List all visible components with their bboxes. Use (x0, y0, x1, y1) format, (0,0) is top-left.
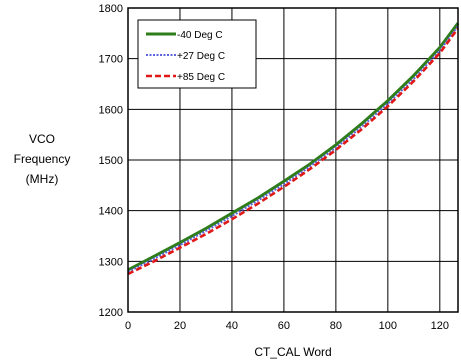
y-axis-label-line1: VCO (29, 132, 55, 146)
series-line (127, 27, 460, 276)
x-tick-label: 60 (278, 320, 290, 332)
legend-label: -40 Deg C (177, 30, 223, 41)
y-tick-label: 1200 (99, 307, 123, 319)
x-tick-label: 20 (174, 320, 186, 332)
y-tick-label: 1700 (99, 54, 123, 66)
y-axis-label-line3: (MHz) (26, 172, 59, 186)
x-tick-label: 0 (125, 320, 131, 332)
x-tick-label: 80 (330, 320, 342, 332)
x-tick-label: 40 (226, 320, 238, 332)
y-tick-label: 1300 (99, 256, 123, 268)
legend-label: +27 Deg C (177, 51, 225, 62)
series-line (127, 22, 460, 272)
x-tick-label: 120 (431, 320, 449, 332)
plot-frame (127, 7, 459, 313)
tick-labels: 0 20 40 60 80 100 120 1200 1300 1400 1500 1600 1700 1… (99, 3, 449, 332)
y-tick-label: 1800 (99, 3, 123, 15)
y-axis-label-line2: Frequency (14, 152, 71, 166)
y-tick-label: 1400 (99, 206, 123, 218)
x-axis-label: CT_CAL Word (254, 345, 331, 359)
series-lines (127, 22, 460, 276)
legend-label: +85 Deg C (177, 72, 225, 83)
series-line (127, 25, 459, 273)
y-tick-label: 1600 (99, 104, 123, 116)
legend: -40 Deg C +27 Deg C +85 Deg C (137, 19, 257, 89)
y-tick-label: 1500 (99, 155, 123, 167)
x-tick-label: 100 (379, 320, 397, 332)
